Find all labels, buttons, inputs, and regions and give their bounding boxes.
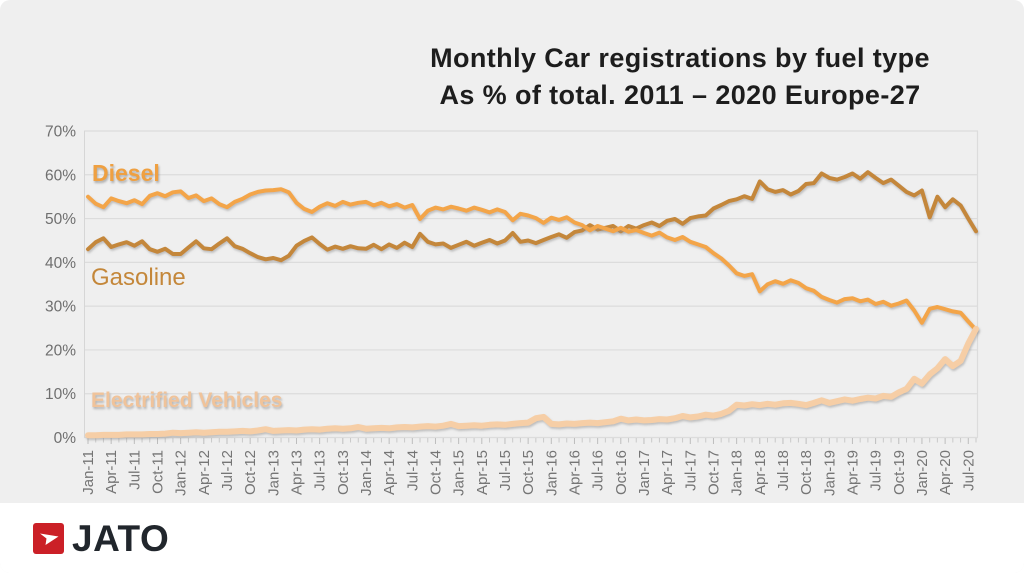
- x-axis-label: Oct-18: [798, 450, 815, 495]
- x-axis-label: Jan-11: [80, 450, 97, 495]
- x-axis-label: Apr-12: [196, 450, 213, 495]
- x-axis-label: Oct-16: [613, 450, 630, 495]
- x-axis-label: Oct-12: [242, 450, 259, 495]
- x-axis-label: Jan-15: [451, 450, 468, 496]
- x-axis-label: Apr-20: [937, 450, 954, 495]
- electrified-vehicles-line: [85, 325, 979, 439]
- y-axis-label: 20%: [45, 342, 76, 359]
- x-axis-label: Apr-19: [844, 450, 861, 495]
- x-axis-label: Jan-18: [729, 450, 746, 496]
- x-axis-label: Jan-20: [914, 450, 931, 496]
- x-axis-label: Jul-11: [126, 450, 143, 490]
- footer: JATO: [0, 503, 1024, 573]
- x-axis-label: Oct-19: [891, 450, 908, 495]
- x-axis-label: Jan-13: [265, 450, 282, 496]
- x-axis-label: Jul-12: [219, 450, 236, 491]
- x-axis-label: Jul-15: [497, 450, 514, 491]
- x-axis-label: Oct-15: [520, 450, 537, 495]
- y-axis-label: 50%: [45, 211, 76, 228]
- chart-title-line-1: Monthly Car registrations by fuel type: [430, 43, 930, 73]
- y-axis-label: 40%: [45, 255, 76, 272]
- y-axis-label: 60%: [45, 167, 76, 184]
- x-axis-label: Jul-13: [312, 450, 329, 491]
- x-axis-label: Apr-18: [752, 450, 769, 495]
- x-axis-label: Jan-12: [173, 450, 190, 496]
- x-axis-label: Jan-16: [543, 450, 560, 496]
- x-axis-label: Apr-11: [103, 450, 120, 494]
- x-axis-label: Apr-17: [659, 450, 676, 495]
- x-axis-label: Jul-19: [868, 450, 885, 491]
- electrified-vehicles-series-label: Electrified Vehicles: [91, 389, 283, 412]
- x-axis-label: Jan-14: [358, 450, 375, 496]
- x-axis-label: Jul-20: [960, 450, 977, 491]
- jato-logo-mark: [33, 522, 64, 554]
- x-axis-label: Jan-17: [636, 450, 653, 496]
- jato-arrow-icon: [39, 533, 58, 545]
- x-axis-label: Oct-17: [705, 450, 722, 495]
- y-axis-label: 0%: [54, 430, 77, 447]
- x-axis-label: Apr-13: [288, 450, 305, 495]
- x-axis-label: Jan-19: [821, 450, 838, 496]
- jato-logo-text: JATO: [72, 517, 170, 559]
- diesel-series-label: Diesel: [92, 160, 160, 186]
- gasoline-line: [86, 170, 978, 263]
- chart-title: Monthly Car registrations by fuel type A…: [350, 40, 1010, 114]
- x-axis-label: Jul-17: [682, 450, 699, 491]
- jato-logo: JATO: [33, 517, 170, 559]
- y-axis-label: 70%: [45, 124, 76, 141]
- y-axis-label: 10%: [45, 386, 76, 403]
- x-axis-label: Apr-14: [381, 450, 398, 495]
- x-axis-label: Apr-16: [566, 450, 583, 495]
- y-axis-label: 30%: [45, 299, 76, 316]
- gasoline-series-label: Gasoline: [91, 264, 186, 291]
- x-axis-label: Apr-15: [474, 450, 491, 495]
- x-axis-label: Jul-18: [775, 450, 792, 491]
- x-axis-label: Oct-14: [427, 450, 444, 495]
- x-axis-label: Jul-14: [404, 450, 421, 491]
- chart-title-line-2: As % of total. 2011 – 2020 Europe-27: [439, 80, 921, 110]
- x-axis-label: Oct-13: [335, 450, 352, 495]
- x-axis-label: Oct-11: [149, 450, 166, 494]
- x-axis-label: Jul-16: [590, 450, 607, 491]
- diesel-line: [86, 187, 978, 332]
